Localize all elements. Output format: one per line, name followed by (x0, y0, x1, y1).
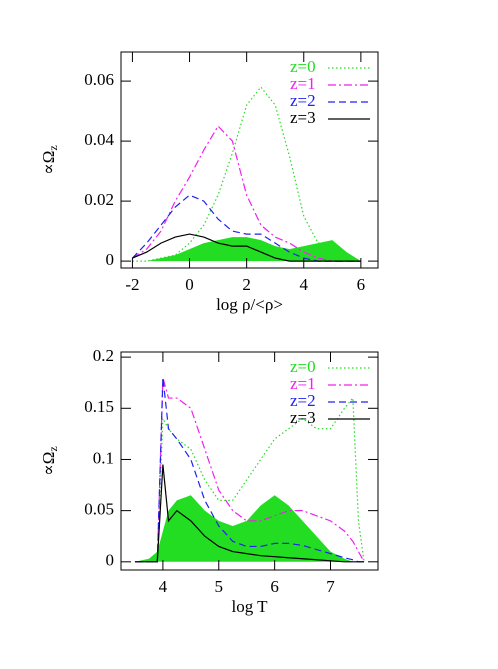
y-tick-label: 0.04 (84, 130, 114, 149)
x-tick-label: 4 (159, 577, 168, 596)
series-line (134, 377, 365, 563)
axes-frame (120, 51, 379, 269)
series-line (131, 194, 361, 262)
x-axis-label: log ρ/<ρ> (216, 295, 283, 314)
y-tick-label: 0.02 (84, 190, 114, 209)
x-tick-label: 6 (270, 577, 279, 596)
legend-label: z=3 (290, 408, 316, 427)
filled-area (132, 237, 361, 262)
y-tick-label: 0.2 (93, 346, 114, 365)
y-tick-label: 0 (106, 551, 115, 570)
series-line (132, 233, 361, 262)
y-axis-label: ∝Ωz (39, 446, 60, 475)
x-tick-label: 2 (242, 275, 251, 294)
legend-label: z=1 (290, 74, 316, 93)
plot-area (131, 86, 362, 262)
legend-label: z=3 (290, 108, 316, 127)
legend-label: z=2 (290, 91, 316, 110)
x-axis-label: log T (231, 597, 268, 616)
x-tick-label: 0 (185, 275, 194, 294)
x-tick-label: 6 (357, 275, 366, 294)
series-line (134, 464, 365, 563)
filled-area (134, 495, 365, 562)
y-axis-label: ∝Ωz (39, 145, 60, 174)
y-axis-label-main: ∝Ω (39, 151, 58, 175)
y-tick-label: 0.15 (84, 397, 114, 416)
series-line (134, 396, 365, 563)
legend-label: z=0 (290, 357, 316, 376)
y-tick-label: 0 (106, 250, 115, 269)
y-axis-label-sub: z (46, 446, 60, 451)
y-tick-label: 0.06 (84, 70, 114, 89)
x-tick-label: 5 (215, 577, 224, 596)
plot-area (134, 377, 365, 563)
series-line (132, 86, 362, 262)
legend-label: z=0 (290, 57, 316, 76)
legend-label: z=1 (290, 374, 316, 393)
axes-frame (120, 351, 379, 571)
legend-label: z=2 (290, 391, 316, 410)
panel: 4 5 6 7 0 0.05 0.1 0.15 0.2 log T ∝Ωz z=0z=1z=2z=3 (39, 346, 379, 616)
panel: -2 0 2 4 6 0 0.02 0.04 0.06 log ρ/<ρ> ∝Ωz z=0z=1z=2… (39, 51, 379, 314)
x-tick-label: -2 (125, 275, 139, 294)
y-axis-label-sub: z (46, 145, 60, 150)
x-tick-label: 4 (300, 275, 309, 294)
y-tick-label: 0.1 (93, 448, 114, 467)
y-tick-label: 0.05 (84, 500, 114, 519)
x-tick-label: 7 (326, 577, 335, 596)
y-axis-label-main: ∝Ω (39, 452, 58, 476)
series-line (134, 377, 365, 563)
series-line (132, 125, 361, 262)
